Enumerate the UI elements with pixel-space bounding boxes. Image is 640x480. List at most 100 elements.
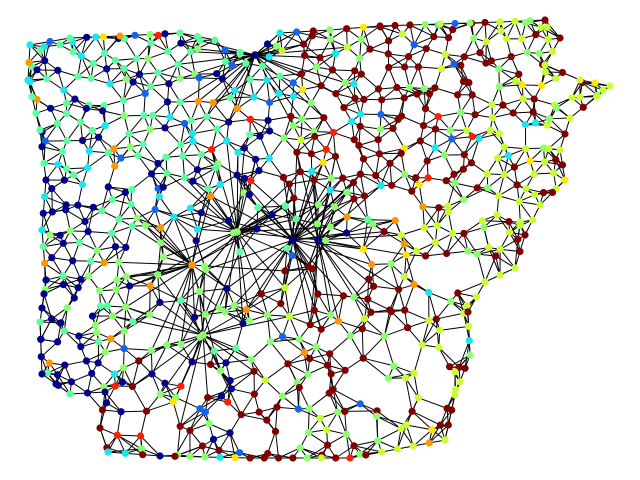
graph-node bbox=[37, 353, 45, 361]
graph-edge bbox=[121, 410, 147, 413]
graph-node bbox=[56, 231, 64, 239]
graph-node bbox=[166, 113, 174, 121]
graph-edge bbox=[279, 73, 302, 77]
graph-edge bbox=[361, 328, 364, 359]
graph-node bbox=[194, 97, 203, 105]
graph-node bbox=[207, 360, 215, 369]
graph-edge bbox=[149, 285, 151, 315]
graph-node bbox=[103, 65, 111, 73]
graph-node bbox=[151, 205, 159, 214]
graph-edge bbox=[268, 115, 291, 121]
graph-node bbox=[154, 271, 162, 279]
graph-node bbox=[526, 157, 534, 165]
graph-edge bbox=[116, 411, 122, 436]
graph-edge bbox=[231, 388, 255, 395]
graph-edge bbox=[267, 314, 283, 337]
graph-node bbox=[111, 56, 119, 64]
graph-node bbox=[308, 265, 316, 273]
graph-edge bbox=[353, 296, 372, 313]
graph-node bbox=[133, 214, 141, 222]
graph-edge bbox=[337, 411, 347, 435]
graph-node bbox=[521, 231, 529, 239]
graph-node bbox=[516, 221, 524, 230]
graph-node bbox=[122, 75, 131, 83]
graph-edge bbox=[197, 77, 200, 102]
graph-node bbox=[263, 416, 271, 424]
graph-edge bbox=[408, 66, 419, 88]
graph-node bbox=[323, 426, 331, 434]
graph-edge bbox=[435, 319, 440, 348]
hub-edge bbox=[317, 234, 402, 241]
graph-node bbox=[95, 133, 103, 141]
graph-node bbox=[561, 130, 569, 138]
graph-node bbox=[61, 361, 69, 369]
graph-edge bbox=[107, 165, 116, 188]
graph-node bbox=[346, 454, 354, 462]
graph-node bbox=[118, 378, 126, 386]
graph-node bbox=[359, 245, 367, 253]
graph-node bbox=[364, 216, 372, 224]
hub-edge bbox=[317, 239, 355, 298]
graph-node bbox=[265, 53, 273, 61]
graph-node bbox=[451, 368, 459, 376]
graph-node bbox=[63, 137, 71, 145]
graph-node bbox=[295, 383, 303, 392]
graph-edge bbox=[405, 377, 413, 412]
graph-edge bbox=[418, 66, 442, 70]
graph-node bbox=[509, 109, 517, 117]
graph-edge bbox=[80, 36, 97, 57]
graph-edge bbox=[103, 247, 127, 264]
graph-edge bbox=[164, 127, 182, 146]
graph-node bbox=[304, 370, 312, 378]
graph-node bbox=[59, 148, 67, 156]
graph-node bbox=[96, 424, 104, 432]
graph-edge bbox=[378, 67, 390, 90]
graph-edge bbox=[259, 136, 270, 159]
graph-node bbox=[478, 217, 486, 225]
graph-node bbox=[530, 191, 539, 199]
graph-node bbox=[119, 364, 128, 372]
graph-node bbox=[104, 448, 112, 456]
graph-node bbox=[88, 126, 96, 134]
graph-node bbox=[402, 374, 410, 382]
graph-edge bbox=[225, 359, 252, 364]
graph-edge bbox=[358, 144, 380, 155]
graph-node bbox=[359, 23, 367, 31]
graph-node bbox=[215, 446, 223, 454]
graph-edge bbox=[146, 401, 174, 412]
graph-node bbox=[441, 50, 449, 58]
graph-node bbox=[328, 66, 337, 74]
graph-node bbox=[92, 33, 100, 41]
graph-node bbox=[89, 203, 97, 211]
graph-node bbox=[326, 223, 334, 231]
graph-edge bbox=[208, 423, 231, 434]
graph-node bbox=[37, 335, 45, 343]
graph-edge bbox=[151, 373, 161, 395]
graph-edge bbox=[166, 344, 193, 363]
graph-node bbox=[472, 293, 481, 301]
graph-edge bbox=[514, 239, 519, 269]
graph-node bbox=[71, 95, 79, 103]
graph-node bbox=[99, 107, 107, 115]
graph-node bbox=[349, 178, 358, 187]
graph-node bbox=[54, 160, 62, 168]
graph-node bbox=[174, 60, 182, 68]
graph-node bbox=[444, 34, 453, 42]
graph-node bbox=[240, 144, 248, 152]
graph-node bbox=[422, 252, 430, 260]
hub-edge bbox=[210, 195, 238, 233]
graph-node bbox=[425, 316, 433, 325]
graph-node bbox=[377, 182, 385, 190]
graph-edge bbox=[454, 182, 478, 189]
graph-node bbox=[339, 292, 347, 300]
graph-node bbox=[77, 275, 85, 283]
graph-node bbox=[226, 377, 234, 385]
graph-node bbox=[246, 115, 254, 123]
graph-node bbox=[432, 315, 440, 323]
graph-node bbox=[473, 184, 481, 192]
graph-node bbox=[144, 55, 152, 63]
graph-edge bbox=[418, 397, 448, 409]
graph-node bbox=[410, 41, 418, 49]
graph-node bbox=[39, 243, 47, 251]
graph-node bbox=[425, 288, 433, 296]
